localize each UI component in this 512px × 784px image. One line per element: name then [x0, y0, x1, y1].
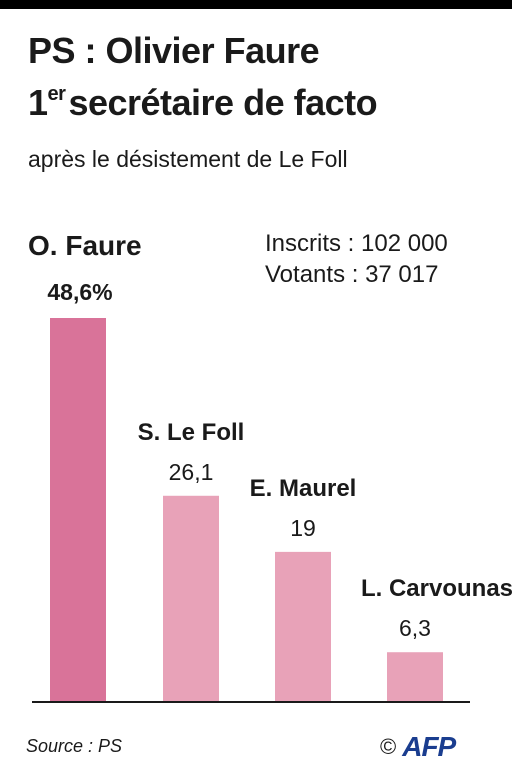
title-line-2: 1ersecrétaire de facto: [28, 82, 378, 124]
value-label-4: 6,3: [399, 615, 431, 641]
stat-votants: Votants : 37 017: [265, 261, 439, 288]
category-label-2: S. Le Foll: [138, 419, 245, 446]
bar-2: [163, 495, 219, 702]
title-ordinal-number: 1: [28, 82, 48, 123]
value-label-2: 26,1: [169, 459, 214, 485]
bar-1: [50, 318, 106, 702]
afp-logo: AFP: [402, 731, 456, 762]
subtitle: après le désistement de Le Foll: [28, 146, 348, 172]
bar-4: [387, 652, 443, 702]
title-line-2-text: secrétaire de facto: [68, 82, 378, 123]
value-label-1: 48,6%: [47, 279, 112, 305]
category-label-1: O. Faure: [28, 230, 142, 261]
value-label-3: 19: [290, 515, 316, 541]
afp-credit: © AFP: [380, 731, 456, 763]
category-label-4: L. Carvounas: [361, 575, 512, 602]
title-ordinal-suffix: er: [47, 83, 66, 105]
source-note: Source : PS: [26, 736, 123, 756]
title-line-1: PS : Olivier Faure: [28, 30, 320, 71]
copyright-icon: ©: [380, 734, 397, 759]
top-bar: [0, 0, 512, 9]
category-label-3: E. Maurel: [250, 475, 357, 502]
bar-3: [275, 551, 331, 702]
stats-box: Inscrits : 102 000 Votants : 37 017: [265, 228, 448, 290]
stat-inscrits: Inscrits : 102 000: [265, 230, 448, 257]
